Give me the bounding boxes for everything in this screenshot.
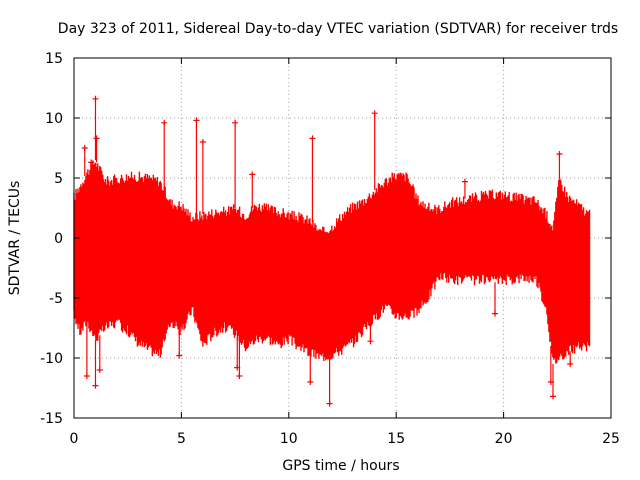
data-point-marker — [83, 373, 90, 379]
x-tick-label: 25 — [602, 431, 620, 447]
x-tick-label: 15 — [387, 431, 405, 447]
data-point-marker — [236, 373, 243, 379]
x-tick-label: 20 — [495, 431, 513, 447]
data-point-marker — [307, 379, 314, 385]
data-point-marker — [88, 159, 95, 166]
y-tick-label: 0 — [54, 231, 63, 247]
y-tick-label: 5 — [54, 171, 63, 187]
y-tick-label: -5 — [49, 291, 63, 307]
y-tick-label: 15 — [45, 51, 63, 67]
data-point-marker — [550, 393, 557, 400]
chart-title: Day 323 of 2011, Sidereal Day-to-day VTE… — [58, 21, 618, 37]
data-point-marker — [367, 338, 374, 345]
y-tick-label: 10 — [45, 111, 63, 127]
y-tick-label: -15 — [40, 411, 63, 427]
data-point-marker — [371, 110, 378, 117]
data-point-marker — [547, 379, 554, 385]
data-band — [73, 160, 591, 364]
data-point-marker — [176, 352, 183, 359]
data-point-marker — [249, 171, 256, 178]
x-tick-label: 5 — [177, 431, 186, 447]
data-point-marker — [461, 178, 468, 185]
x-tick-label: 10 — [280, 431, 298, 447]
data-series-sdtvar — [73, 95, 591, 407]
y-tick-label: -10 — [40, 351, 63, 367]
data-point-marker — [326, 400, 333, 407]
x-tick-label: 0 — [70, 431, 79, 447]
data-point-marker — [199, 139, 206, 145]
axis-ticks — [73, 57, 612, 419]
data-point-marker — [161, 119, 168, 126]
data-point-marker — [232, 119, 239, 126]
data-point-marker — [92, 382, 99, 389]
data-point-marker — [556, 151, 563, 157]
data-point-marker — [193, 117, 200, 124]
data-point-marker — [96, 367, 103, 373]
data-point-marker — [93, 135, 100, 142]
x-axis-label: GPS time / hours — [282, 458, 399, 474]
y-axis-label: SDTVAR / TECUs — [7, 181, 23, 296]
data-point-marker — [567, 361, 574, 367]
data-point-marker — [92, 95, 99, 102]
data-point-marker — [492, 310, 499, 317]
data-point-marker — [234, 364, 241, 371]
data-point-marker — [81, 145, 88, 151]
tick-labels: 0 5 10 15 20 25 -15 -10 -5 0 5 10 15 — [40, 51, 620, 447]
data-point-marker — [309, 135, 316, 142]
